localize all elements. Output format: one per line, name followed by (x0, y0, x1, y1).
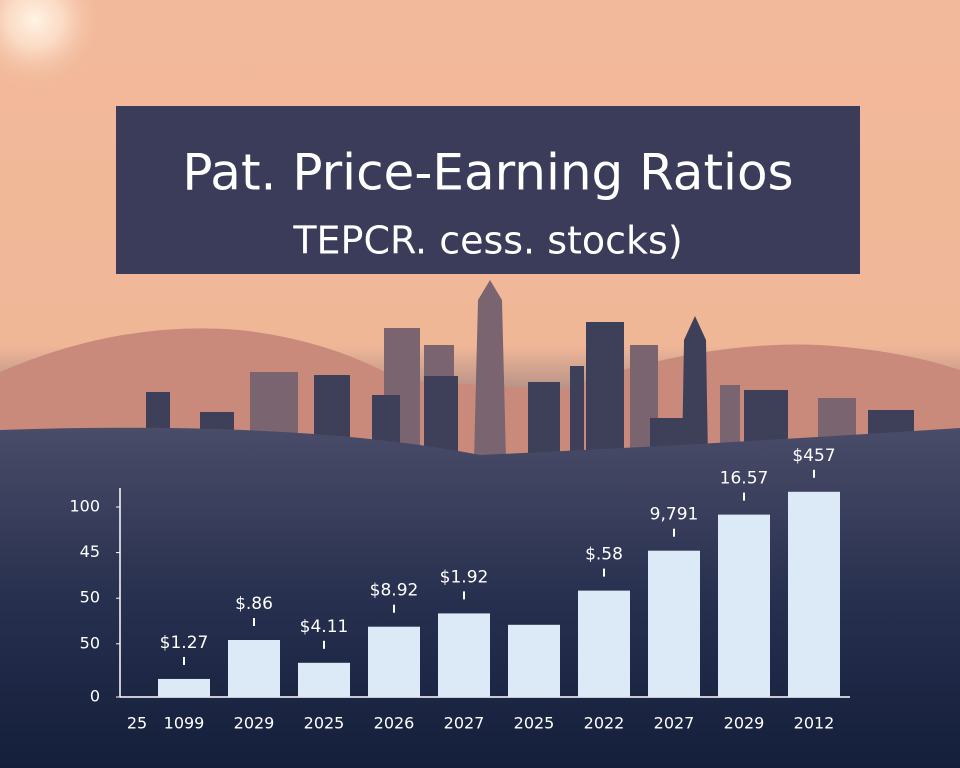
bar-annotation: $.86 (235, 594, 273, 614)
x-tick-label: 2025 (304, 714, 345, 733)
bar (298, 662, 350, 697)
x-tick-label: 25 (127, 714, 147, 733)
bar-annotation: $4.11 (300, 617, 349, 637)
y-tick-label: 50 (80, 633, 100, 652)
bar (508, 624, 560, 697)
x-tick-label: 2029 (234, 714, 275, 733)
x-tick-label: 2027 (444, 714, 485, 733)
y-tick-label: 0 (90, 687, 100, 706)
bar-annotation: $8.92 (370, 581, 419, 601)
bar (578, 590, 630, 697)
x-tick-label: 1099 (164, 714, 205, 733)
bar (438, 613, 490, 697)
bar (368, 626, 420, 697)
x-tick-label: 2012 (794, 714, 835, 733)
bar (718, 514, 770, 697)
bar-annotation: $457 (792, 446, 835, 466)
y-tick-label: 45 (80, 542, 100, 561)
bar (788, 491, 840, 697)
x-tick-label: 2022 (584, 714, 625, 733)
chart-title: Pat. Price-Earning Ratios (182, 144, 793, 202)
bar-annotation: $1.92 (440, 567, 489, 587)
x-tick-label: 2027 (654, 714, 695, 733)
bar-annotation: 9,791 (650, 505, 699, 525)
bar (228, 640, 280, 697)
bar-annotation: $1.27 (160, 633, 209, 653)
bar-annotation: 16.57 (720, 469, 769, 489)
y-tick-label: 100 (69, 497, 100, 516)
title-box (116, 106, 860, 274)
chart-subtitle: TEPCR. cess. stocks) (292, 219, 682, 263)
sun (0, 0, 105, 90)
x-tick-label: 2025 (514, 714, 555, 733)
bar (648, 550, 700, 697)
y-tick-label: 50 (80, 588, 100, 607)
bar-annotation: $.58 (585, 545, 623, 565)
x-tick-label: 2026 (374, 714, 415, 733)
x-tick-label: 2029 (724, 714, 765, 733)
bar (158, 678, 210, 697)
